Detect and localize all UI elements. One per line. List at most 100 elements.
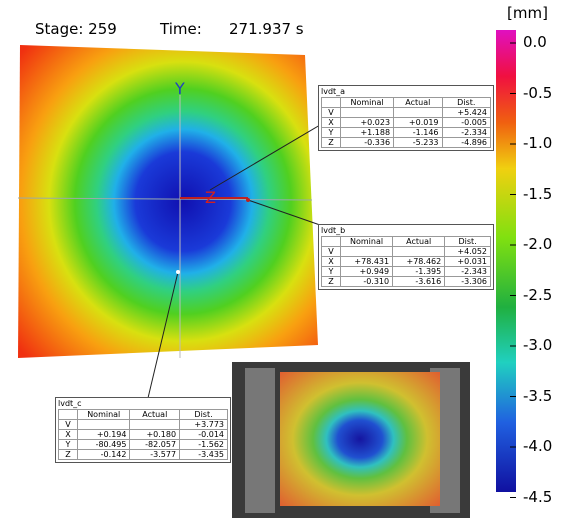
colorbar-tick-label: -0.5	[523, 84, 552, 102]
row-label: X	[322, 257, 341, 267]
cell: -0.336	[341, 138, 394, 148]
cell: -82.057	[130, 440, 180, 450]
cell	[322, 98, 341, 108]
colorbar-tick-label: -1.0	[523, 134, 552, 152]
row: Y+1.188-1.146-2.334	[322, 128, 491, 138]
colorbar-tick-label: -3.5	[523, 387, 552, 405]
column-header: Actual	[130, 410, 180, 420]
cell: -0.142	[78, 450, 130, 460]
cell: +0.019	[394, 118, 442, 128]
row: Z-0.142-3.577-3.435	[59, 450, 228, 460]
cell: +0.031	[445, 257, 491, 267]
row: V +4.052	[322, 247, 491, 257]
column-header: Nominal	[78, 410, 130, 420]
cell	[322, 237, 341, 247]
row-label: Y	[59, 440, 78, 450]
cell: +0.180	[130, 430, 180, 440]
cell: +5.424	[442, 108, 490, 118]
marker	[176, 270, 180, 274]
cell	[78, 420, 130, 430]
column-header: Dist.	[442, 98, 490, 108]
colorbar-tick-label: 0.0	[523, 33, 547, 51]
row-label: Z	[322, 277, 341, 287]
row-label: X	[59, 430, 78, 440]
colorbar-tick-label: -4.5	[523, 488, 552, 506]
cell: -80.495	[78, 440, 130, 450]
colorbar	[496, 30, 516, 492]
row: Z-0.310-3.616-3.306	[322, 277, 491, 287]
row-label: Z	[322, 138, 341, 148]
cell: -1.146	[394, 128, 442, 138]
cell: -1.562	[180, 440, 228, 450]
row: X+78.431+78.462+0.031	[322, 257, 491, 267]
time-value: 271.937 s	[229, 20, 304, 38]
cell: -5.233	[394, 138, 442, 148]
row: V +3.773	[59, 420, 228, 430]
table-title: lvdt_c	[58, 399, 228, 408]
row: Y+0.949-1.395-2.343	[322, 267, 491, 277]
column-header: Dist.	[180, 410, 228, 420]
row: Z-0.336-5.233-4.896	[322, 138, 491, 148]
row-label: X	[322, 118, 341, 128]
cell: +0.194	[78, 430, 130, 440]
row-label: Y	[322, 128, 341, 138]
cell: -0.310	[341, 277, 393, 287]
z-axis-label: Z	[205, 188, 216, 207]
cell	[341, 247, 393, 257]
colorbar-tick-label: -2.5	[523, 286, 552, 304]
colorbar-tick-label: -3.0	[523, 336, 552, 354]
y-axis-label: Y	[174, 79, 185, 98]
cell: -3.616	[393, 277, 445, 287]
row-label: Y	[322, 267, 341, 277]
table: NominalActualDist.V+4.052X+78.431+78.462…	[321, 236, 491, 287]
column-header: Actual	[393, 237, 445, 247]
colorbar-tick-label: -4.0	[523, 437, 552, 455]
deformation-plate	[18, 45, 318, 358]
cell: +0.023	[341, 118, 394, 128]
column-header: Dist.	[445, 237, 491, 247]
cell	[341, 108, 394, 118]
cell: -3.306	[445, 277, 491, 287]
cell: +1.188	[341, 128, 394, 138]
row-label: V	[322, 247, 341, 257]
column-header: Nominal	[341, 237, 393, 247]
row: V +5.424	[322, 108, 491, 118]
cell: -4.896	[442, 138, 490, 148]
cell: +3.773	[180, 420, 228, 430]
table-title: lvdt_a	[321, 87, 491, 96]
row: Y-80.495-82.057-1.562	[59, 440, 228, 450]
cell: -0.005	[442, 118, 490, 128]
fixture	[245, 368, 275, 513]
marker	[246, 198, 250, 202]
time-label: Time:	[160, 20, 202, 38]
row: X+0.194+0.180-0.014	[59, 430, 228, 440]
cell: +4.052	[445, 247, 491, 257]
table-title: lvdt_b	[321, 226, 491, 235]
cell	[393, 247, 445, 257]
colorbar-unit: [mm]	[507, 4, 548, 22]
cell	[59, 410, 78, 420]
column-header: Nominal	[341, 98, 394, 108]
screen: Y Z Stage: 259 Time: 271.937 s [mm] 0.0-…	[0, 0, 565, 522]
row-label: V	[59, 420, 78, 430]
colorbar-tick-label: -1.5	[523, 185, 552, 203]
cell: -0.014	[180, 430, 228, 440]
cell	[130, 420, 180, 430]
row-label: V	[322, 108, 341, 118]
column-header: Actual	[394, 98, 442, 108]
cell: -3.435	[180, 450, 228, 460]
cell: -2.334	[442, 128, 490, 138]
cell: +0.949	[341, 267, 393, 277]
camera-overlay	[280, 372, 440, 506]
cell: -3.577	[130, 450, 180, 460]
cell: -2.343	[445, 267, 491, 277]
colorbar-tick-label: -2.0	[523, 235, 552, 253]
cell: +78.431	[341, 257, 393, 267]
